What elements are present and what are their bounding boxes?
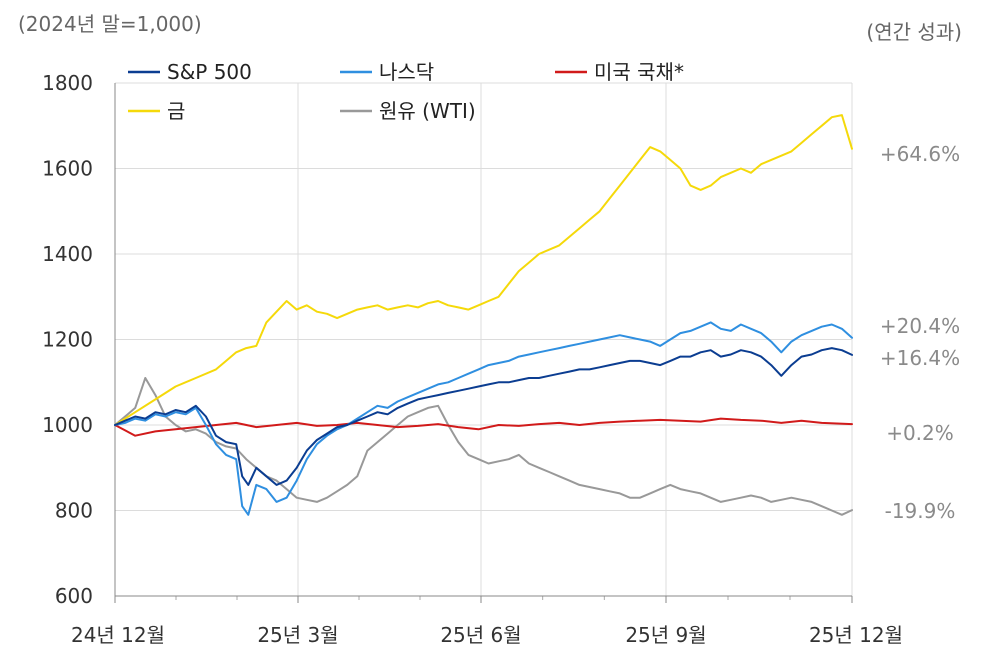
y-tick-label: 1400 (42, 242, 93, 266)
subtitle-right: (연간 성과) (866, 20, 962, 44)
y-tick-label: 800 (55, 499, 93, 523)
series-line-3 (114, 114, 853, 426)
y-tick-label: 1000 (42, 413, 93, 437)
legend-label-2: 미국 국채* (594, 60, 684, 84)
legend-label-4: 원유 (WTI) (379, 99, 476, 123)
final-value-labels: +64.6% +20.4% +16.4% +0.2% -19.9% (880, 142, 960, 523)
final-label-0: +16.4% (880, 346, 960, 370)
series-line-2 (114, 417, 853, 437)
x-tick-label: 25년 3월 (257, 623, 338, 647)
series-line-4 (114, 377, 853, 516)
x-tick-label: 25년 6월 (440, 623, 521, 647)
final-label-3: +64.6% (880, 142, 960, 166)
gridlines (115, 82, 853, 596)
series-line-0 (114, 347, 853, 486)
legend-label-3: 금 (167, 99, 185, 123)
axes: 600 800 1000 1200 1400 1600 1800 24년 12월 25년 3월 2… (42, 71, 903, 647)
y-tick-label: 600 (55, 584, 93, 608)
final-label-2: +0.2% (886, 421, 954, 445)
subtitle-left: (2024년 말=1,000) (18, 12, 202, 36)
final-label-1: +20.4% (880, 314, 960, 338)
legend-label-1: 나스닥 (379, 60, 434, 84)
y-tick-label: 1200 (42, 328, 93, 352)
legend: S&P 500 나스닥 미국 국채* 금 원유 (WTI) (128, 60, 684, 123)
y-tick-label: 1800 (42, 71, 93, 95)
x-tick-label: 25년 12월 (809, 623, 903, 647)
series-layer (114, 114, 853, 516)
x-tick-label: 24년 12월 (71, 623, 165, 647)
final-label-4: -19.9% (885, 499, 956, 523)
series-line-1 (114, 321, 853, 516)
legend-label-0: S&P 500 (167, 60, 252, 84)
x-tick-label: 25년 9월 (625, 623, 706, 647)
y-tick-label: 1600 (42, 157, 93, 181)
